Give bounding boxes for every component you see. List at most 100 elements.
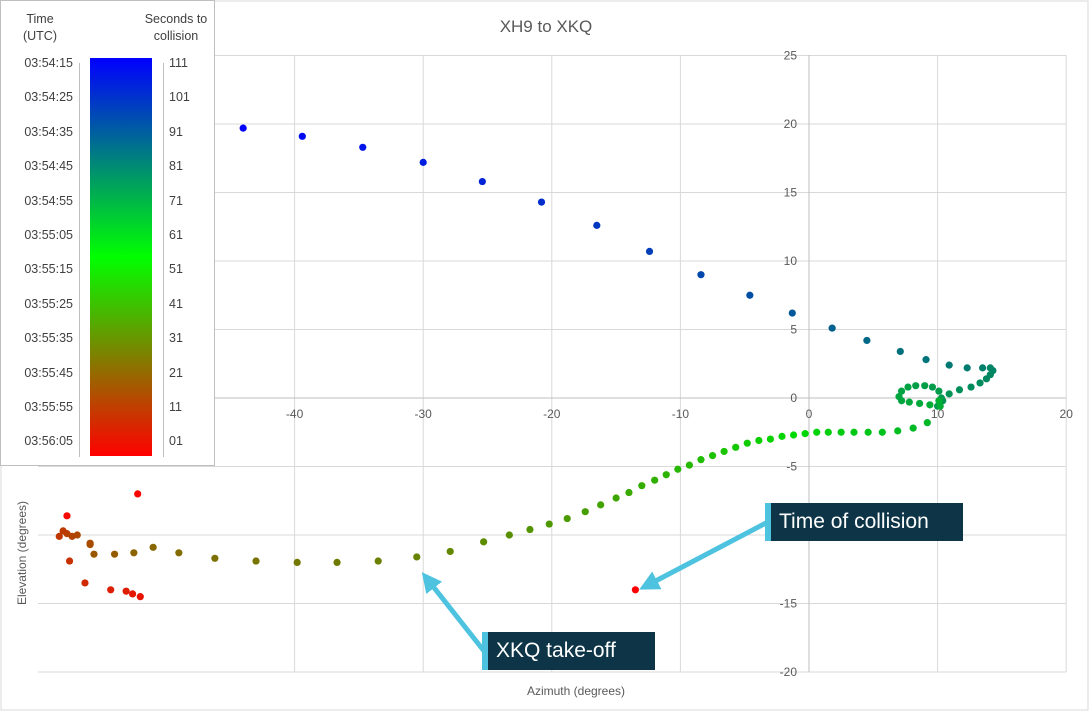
data-point [979,364,987,372]
legend-seconds-label: 61 [169,228,183,242]
data-point [685,461,694,469]
data-point [563,514,571,523]
y-tick-label: 0 [790,391,797,405]
data-point [801,430,809,438]
data-point [921,382,929,390]
y-tick-label: 10 [784,254,798,268]
data-point [837,428,845,436]
legend-time-label: 03:55:55 [24,400,73,414]
data-point [922,356,930,364]
data-point [746,291,754,299]
legend-time-label: 03:54:35 [24,124,73,139]
color-gradient-bar [90,58,152,456]
legend-time-header-line2: (UTC) [22,29,57,43]
data-point [963,364,971,372]
legend-divider-right [163,63,164,457]
data-point [878,428,886,436]
data-point [63,512,71,520]
data-point [446,547,454,556]
data-point [850,428,858,436]
data-point [896,347,904,356]
data-point [638,482,646,490]
data-point [65,557,74,565]
data-point [828,324,836,332]
data-point [86,539,94,547]
legend-time-header-line1: Time [26,12,54,26]
callout-xkq-takeoff: XKQ take-off [482,632,655,670]
legend-seconds-label: 41 [169,296,183,311]
legend-time-header: Time (UTC) [15,11,65,45]
legend-seconds-label: 51 [169,262,183,277]
arrow-to-takeoff [421,572,486,653]
legend-seconds-label: 91 [169,124,183,139]
data-point [480,538,488,546]
data-point [824,428,832,436]
x-tick-label: 0 [806,407,813,421]
data-point [581,508,589,516]
data-point [59,527,67,535]
data-point [904,383,912,391]
data-point [897,387,906,395]
data-point [298,132,306,140]
time-legend: Time (UTC) Seconds to collision 03:54:15… [0,0,215,466]
data-point [789,431,798,439]
data-point [955,386,964,394]
data-point [945,390,953,398]
data-point [55,532,63,540]
callout-time-of-collision: Time of collision [765,503,963,541]
data-point [923,419,931,427]
data-point [935,397,943,405]
data-point [413,553,421,561]
legend-divider-left [79,63,80,457]
data-point [252,557,260,565]
data-point [708,451,717,460]
data-point [526,525,534,534]
data-point [945,361,953,369]
legend-seconds-label: 101 [169,90,190,105]
data-point [537,198,546,206]
data-point [374,557,382,565]
data-point [645,247,654,256]
data-point [136,593,144,601]
data-point [175,549,183,557]
data-point [122,587,130,595]
data-point [912,382,920,390]
y-tick-label: 5 [790,323,797,337]
legend-time-label: 03:55:45 [24,365,73,380]
legend-time-label: 03:55:35 [24,331,73,346]
legend-seconds-header-line1: Seconds to [144,12,208,26]
data-point [926,401,934,409]
data-point [597,501,605,509]
legend-time-label: 03:54:55 [24,193,73,208]
data-point [651,476,659,484]
data-point [662,471,670,479]
legend-seconds-label: 71 [169,193,183,208]
legend-seconds-label: 111 [169,56,189,70]
legend-seconds-label: 21 [169,365,183,380]
data-point [593,221,601,229]
data-point [128,590,137,598]
data-point [766,435,775,443]
data-point [478,177,486,186]
data-point [333,558,341,567]
data-point [293,558,301,567]
data-point [505,531,513,539]
data-point [813,428,821,436]
data-point [359,143,367,151]
data-point [936,402,944,410]
data-point [778,432,786,440]
arrow-to-collision [639,520,768,590]
x-tick-label: -10 [672,407,690,421]
data-point [211,554,219,562]
legend-seconds-label: 01 [169,434,183,449]
data-point [982,375,991,383]
legend-time-label: 03:55:15 [24,262,73,277]
data-point [110,550,119,558]
data-point [894,427,902,435]
chart-title: XH9 to XKQ [500,17,593,36]
data-point [107,586,115,594]
data-point [864,428,872,436]
data-points [55,124,997,601]
y-tick-label: -5 [786,460,797,474]
y-tick-label: -15 [780,597,798,611]
